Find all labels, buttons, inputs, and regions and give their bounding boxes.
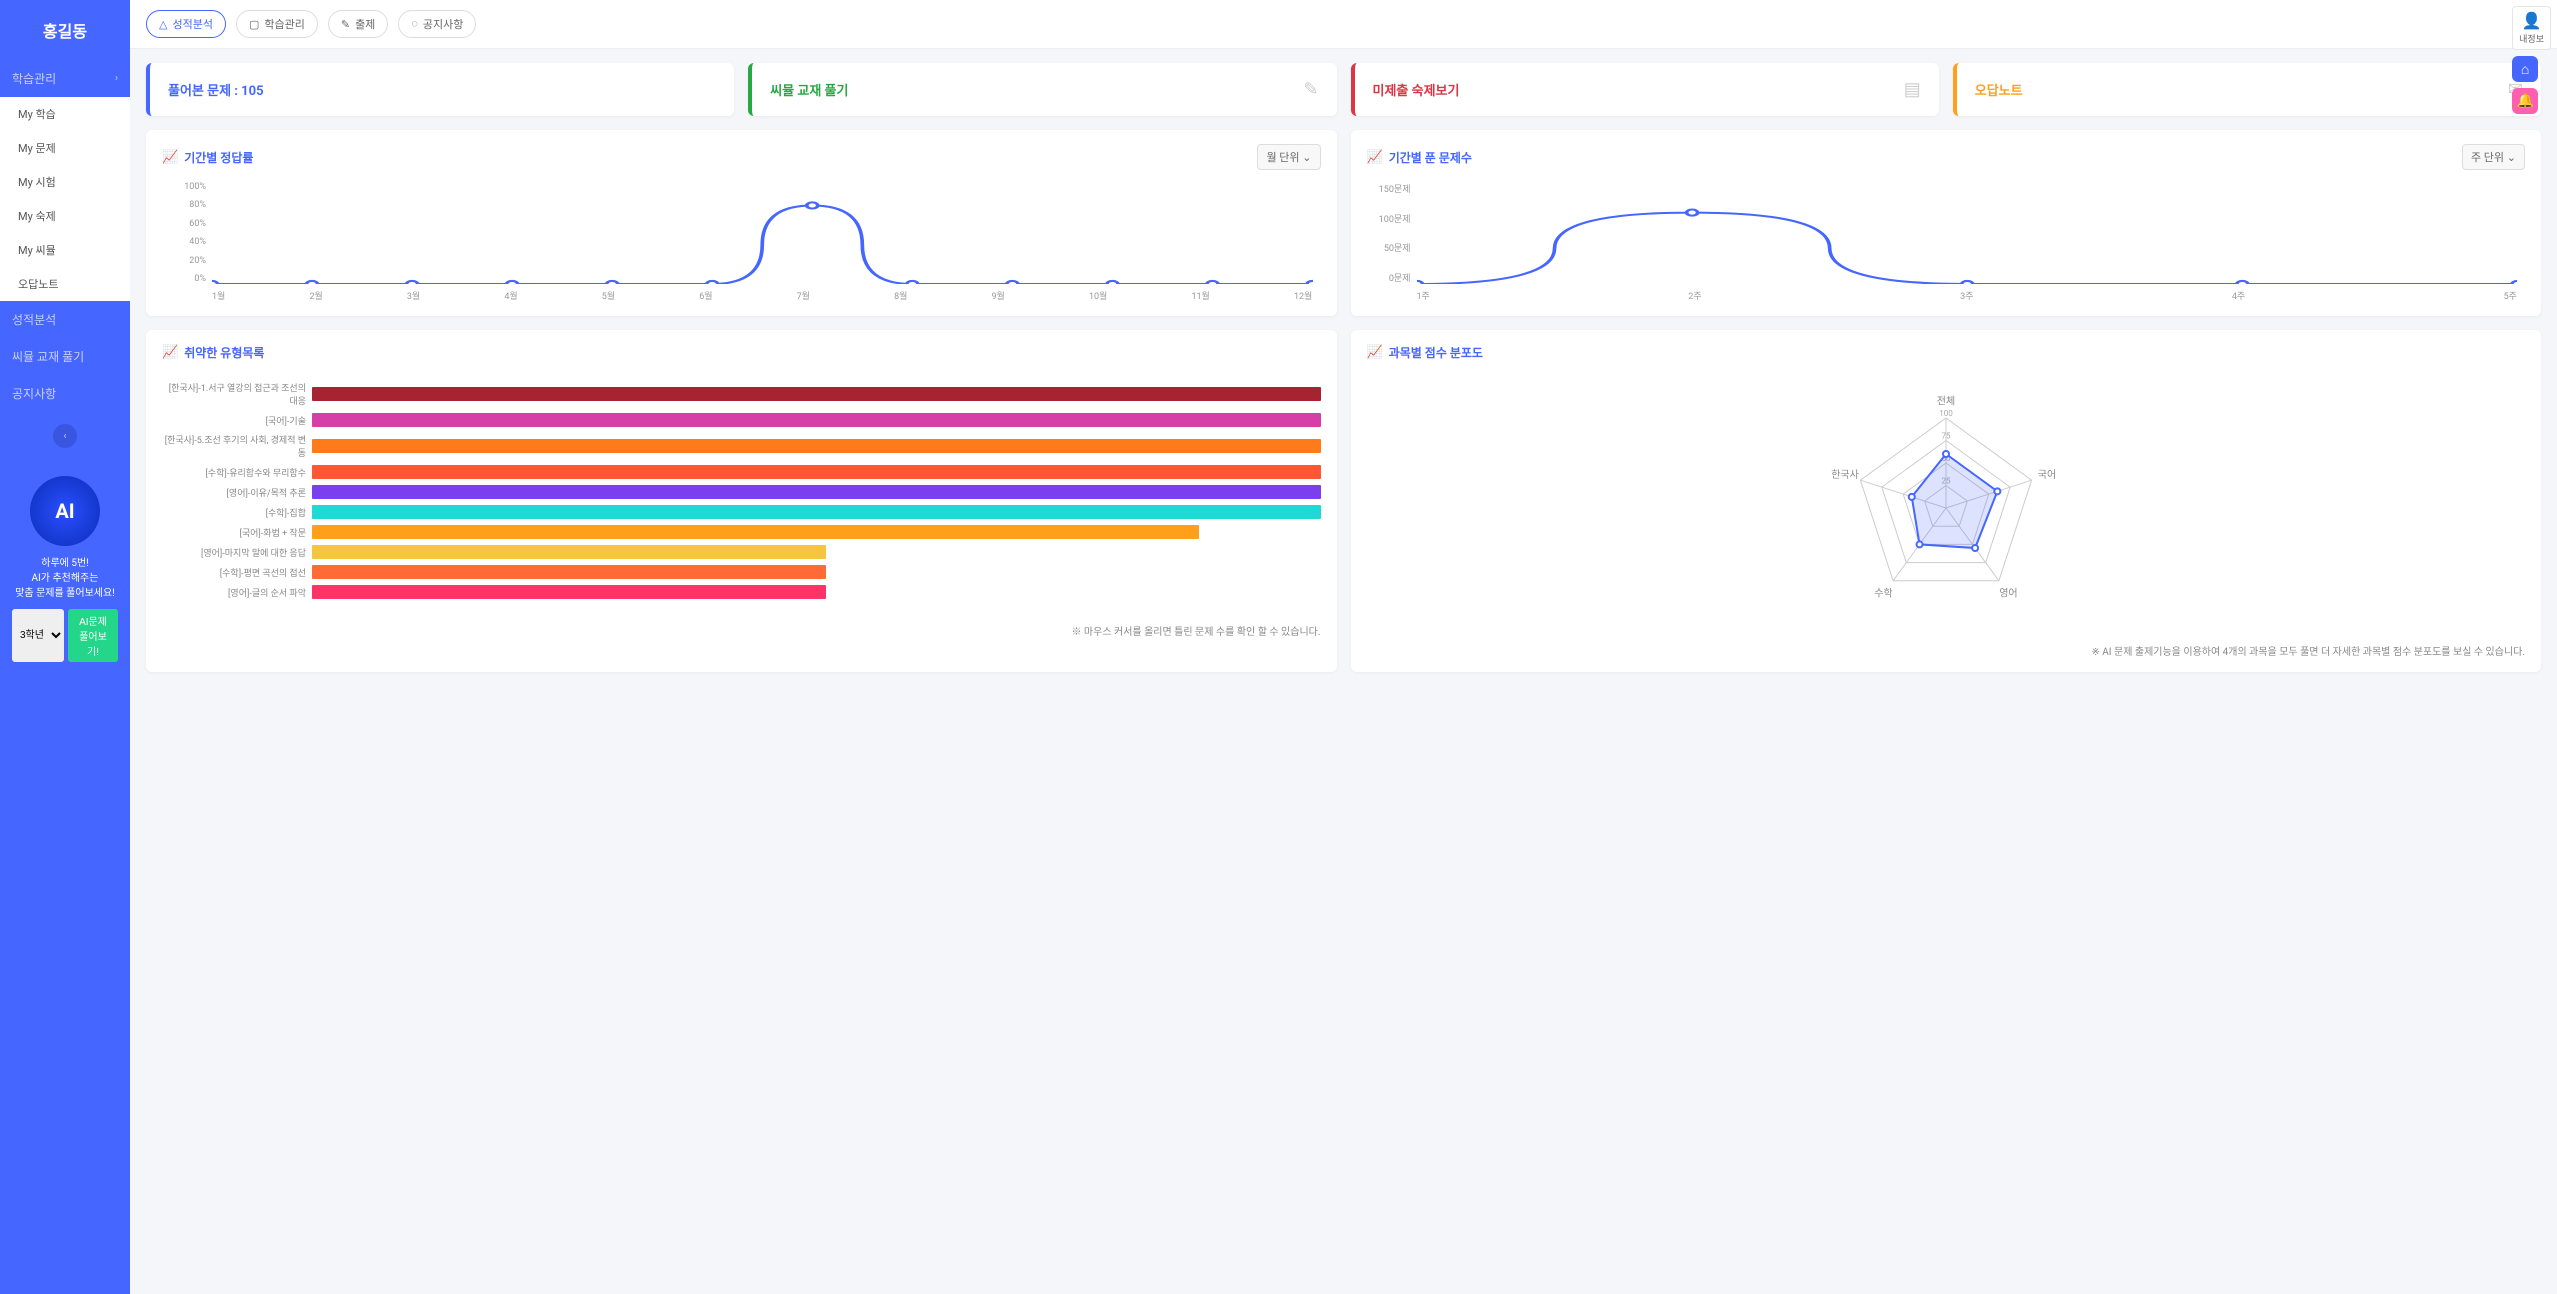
radar-chart: 전체국어영어수학한국사100755025 [1367,373,2526,633]
user-name: 홍길동 [0,0,130,60]
bar-row[interactable]: [영어]-글의 순서 파악 [162,585,1321,599]
tab-notice[interactable]: ◌ 공지사항 [398,10,476,38]
pencil-icon: ✎ [1303,79,1318,100]
line-chart-icon: 📈 [162,345,178,360]
nav-learning-label: 학습관리 [12,70,56,87]
svg-text:영어: 영어 [1999,588,2017,600]
panel-accuracy: 📈 기간별 정답률 월 단위 ⌄ 100%80%60%40%20%0% 1월2월… [146,130,1337,316]
chevron-right-icon: › [115,73,118,84]
monitor-icon: ▢ [249,18,259,31]
sidebar: 홍길동 학습관리 › My 학습 My 문제 My 시험 My 숙제 My 씨뮬… [0,0,130,1294]
chevron-down-icon: ⌄ [2507,151,2516,164]
nav-my-problem[interactable]: My 문제 [0,131,130,165]
bar-row[interactable]: [국어]-화법 + 작문 [162,525,1321,539]
svg-text:전체: 전체 [1937,395,1955,407]
nav-simul-book[interactable]: 씨뮬 교재 풀기 [0,338,130,375]
grade-select[interactable]: 3학년 [12,609,64,662]
bell-icon: 🔔 [2516,93,2533,109]
tab-learning[interactable]: ▢ 학습관리 [236,10,318,38]
count-chart: 150문제100문제50문제0문제 1주2주3주4주5주 [1367,182,2526,302]
nav-learning-submenu: My 학습 My 문제 My 시험 My 숙제 My 씨뮬 오답노트 [0,97,130,301]
myinfo-button[interactable]: 👤 내정보 [2512,6,2551,50]
bar-row[interactable]: [수학]-유리함수와 무리함수 [162,465,1321,479]
panel-radar: 📈 과목별 점수 분포도 전체국어영어수학한국사100755025 ※ AI 문… [1351,330,2542,672]
tab-create[interactable]: ✎ 출제 [328,10,388,38]
user-icon: 👤 [2522,11,2542,30]
period-select-2[interactable]: 주 단위 ⌄ [2462,144,2525,170]
nav-wrong-note[interactable]: 오답노트 [0,267,130,301]
svg-text:국어: 국어 [2038,469,2056,481]
svg-text:수학: 수학 [1874,588,1892,600]
bar-row[interactable]: [수학]-집합 [162,505,1321,519]
bar-row[interactable]: [영어]-이유/목적 추론 [162,485,1321,499]
ai-badge: AI [30,476,100,546]
notification-button[interactable]: 🔔 [2512,88,2538,114]
sidebar-collapse-button[interactable]: ‹ [53,424,77,448]
weak-bars: [한국사]-1.서구 열강의 접근과 조선의 대응 [국어]-기술 [한국사]-5.… [162,373,1321,613]
panel-count: 📈 기간별 푼 문제수 주 단위 ⌄ 150문제100문제50문제0문제 1주2… [1351,130,2542,316]
main: △ 성적분석 ▢ 학습관리 ✎ 출제 ◌ 공지사항 풀어본 문제 : 105 [130,0,2557,1294]
edit-icon: ✎ [341,18,350,31]
chevron-down-icon: ⌄ [1302,151,1311,164]
nav-analysis[interactable]: 성적분석 [0,301,130,338]
card-solved[interactable]: 풀어본 문제 : 105 [146,63,734,116]
ai-solve-button[interactable]: AI문제 풀어보기! [68,609,118,662]
nav-notice[interactable]: 공지사항 [0,375,130,412]
right-rail: 👤 내정보 ⌂ 🔔 [2506,0,2557,120]
card-homework[interactable]: 미제출 숙제보기 ▤ [1351,63,1939,116]
home-icon: ⌂ [2521,61,2529,78]
clipboard-icon: ▤ [1904,79,1921,100]
bell-icon: △ [159,18,167,31]
topbar: △ 성적분석 ▢ 학습관리 ✎ 출제 ◌ 공지사항 [130,0,2557,49]
ai-text: 하루에 5번! AI가 추천해주는 맞춤 문제를 풀어보세요! [6,556,124,601]
line-chart-icon: 📈 [1367,345,1383,360]
card-wrongnote[interactable]: 오답노트 ✉ [1953,63,2541,116]
svg-text:75: 75 [1941,432,1950,441]
bar-row[interactable]: [한국사]-5.조선 후기의 사회, 경제적 변동 [162,433,1321,459]
nav-my-learning[interactable]: My 학습 [0,97,130,131]
svg-text:100: 100 [1939,409,1953,418]
card-simul[interactable]: 씨뮬 교재 풀기 ✎ [748,63,1336,116]
nav-my-simul[interactable]: My 씨뮬 [0,233,130,267]
nav-my-homework[interactable]: My 숙제 [0,199,130,233]
bar-row[interactable]: [한국사]-1.서구 열강의 접근과 조선의 대응 [162,381,1321,407]
ai-recommend-box: AI 하루에 5번! AI가 추천해주는 맞춤 문제를 풀어보세요! 3학년 A… [6,476,124,662]
chat-icon: ◌ [411,18,418,30]
bar-row[interactable]: [국어]-기술 [162,413,1321,427]
period-select-1[interactable]: 월 단위 ⌄ [1257,144,1320,170]
line-chart-icon: 📈 [1367,150,1383,165]
home-button[interactable]: ⌂ [2512,56,2538,82]
tab-analysis[interactable]: △ 성적분석 [146,10,226,38]
svg-text:한국사: 한국사 [1831,469,1859,481]
nav-learning[interactable]: 학습관리 › [0,60,130,97]
bar-row[interactable]: [수학]-평면 곡선의 접선 [162,565,1321,579]
panel-weak: 📈 취약한 유형목록 [한국사]-1.서구 열강의 접근과 조선의 대응[국어]… [146,330,1337,672]
nav-my-exam[interactable]: My 시험 [0,165,130,199]
accuracy-chart: 100%80%60%40%20%0% 1월2월3월4월5월6월7월8월9월10월… [162,182,1321,302]
bar-row[interactable]: [영어]-마지막 말에 대한 응답 [162,545,1321,559]
line-chart-icon: 📈 [162,150,178,165]
